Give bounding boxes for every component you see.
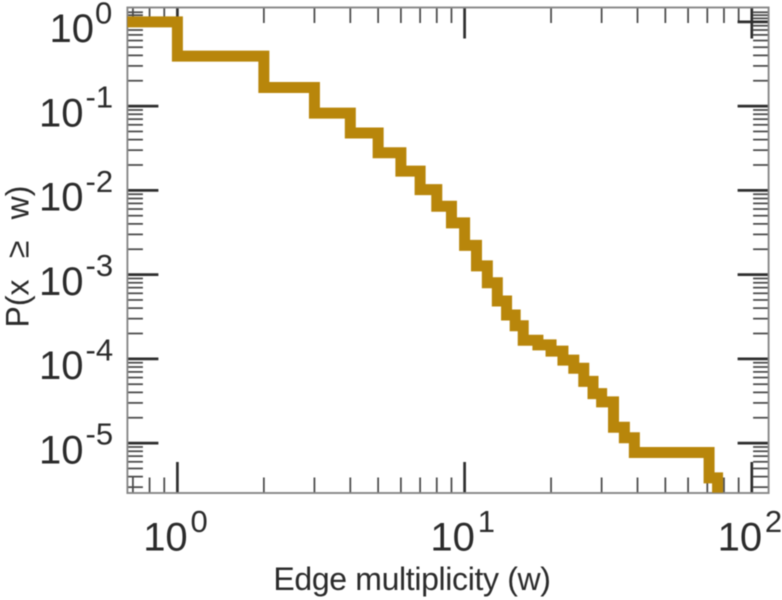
svg-text:0: 0 (191, 504, 208, 539)
svg-text:0: 0 (95, 0, 112, 30)
svg-text:Edge multiplicity (w): Edge multiplicity (w) (273, 561, 550, 597)
svg-text:10: 10 (718, 516, 763, 560)
svg-text:-3: -3 (86, 248, 114, 283)
svg-text:10: 10 (39, 91, 84, 135)
svg-text:-5: -5 (86, 417, 114, 452)
svg-text:-2: -2 (86, 164, 114, 199)
svg-text:10: 10 (50, 7, 95, 51)
svg-text:10: 10 (430, 516, 475, 560)
svg-text:10: 10 (39, 176, 84, 220)
svg-text:1: 1 (478, 504, 495, 539)
svg-text:10: 10 (39, 260, 84, 304)
svg-text:10: 10 (39, 428, 84, 472)
svg-text:-4: -4 (86, 332, 114, 367)
svg-text:-1: -1 (86, 80, 114, 115)
svg-text:P(x ≥ w): P(x ≥ w) (0, 186, 36, 328)
svg-text:10: 10 (143, 516, 188, 560)
svg-text:10: 10 (39, 344, 84, 388)
svg-text:2: 2 (765, 504, 782, 539)
